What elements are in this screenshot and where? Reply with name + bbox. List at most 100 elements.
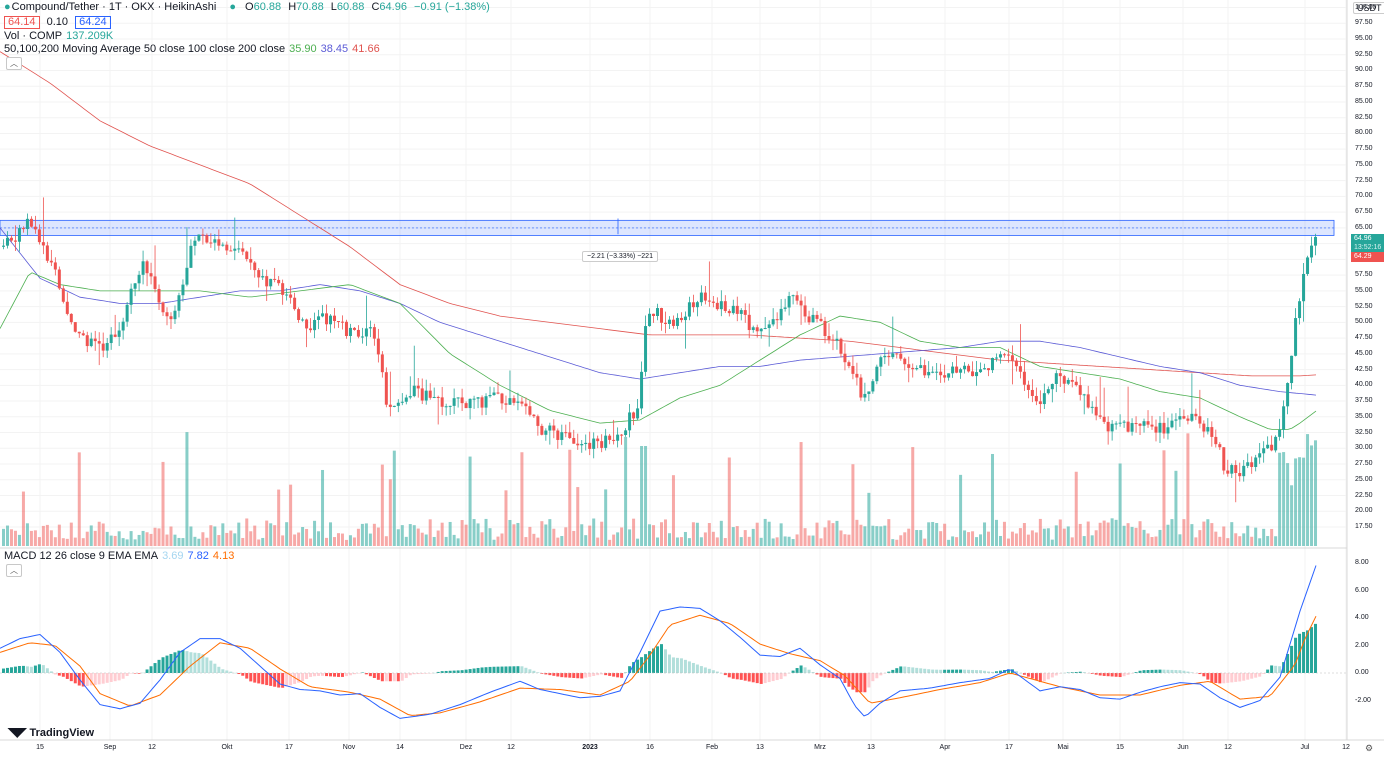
candle — [875, 366, 879, 382]
volume-bar — [879, 526, 883, 546]
macd-histogram-bar — [1274, 665, 1278, 673]
volume-bar — [5, 525, 9, 546]
ask-button[interactable]: 64.24 — [75, 16, 111, 29]
symbol-title[interactable]: Compound/Tether · 1T · OKX · HeikinAshi — [11, 1, 217, 13]
candle — [640, 371, 644, 409]
macd-histogram-bar — [923, 668, 927, 673]
macd-histogram-bar — [137, 673, 141, 674]
macd-histogram-bar — [1118, 673, 1122, 678]
volume-bar — [656, 537, 660, 546]
low-value: 60.88 — [336, 1, 365, 13]
volume-bar — [277, 489, 281, 546]
candle — [396, 402, 400, 406]
volume-bar — [1066, 526, 1070, 546]
macd-histogram-bar — [715, 671, 719, 673]
macd-histogram-bar — [1226, 673, 1230, 683]
volume-bar — [29, 530, 33, 546]
macd-histogram-bar — [149, 666, 153, 673]
legend-volume[interactable]: Vol · COMP 137.209K — [4, 29, 117, 43]
candle — [1070, 379, 1074, 382]
volume-bar — [1306, 434, 1310, 546]
currency-button[interactable]: USDT — [1353, 2, 1384, 14]
legend-ma[interactable]: 50,100,200 Moving Average 50 close 100 c… — [4, 42, 384, 56]
macd-histogram-bar — [317, 673, 321, 676]
candle — [213, 239, 217, 243]
candle — [699, 292, 703, 303]
volume-bar — [484, 518, 488, 546]
macd-histogram-bar — [241, 673, 245, 676]
legend-macd[interactable]: MACD 12 26 close 9 EMA EMA 3.69 7.82 4.13 — [4, 549, 238, 563]
collapse-legend-button[interactable]: ︿ — [6, 57, 22, 70]
settings-icon[interactable]: ⚙ — [1365, 743, 1374, 753]
macd-histogram-bar — [1094, 673, 1098, 675]
macd-histogram-bar — [408, 673, 412, 676]
candle — [404, 397, 408, 402]
macd-histogram-bar — [620, 673, 624, 678]
candle — [412, 385, 416, 397]
macd-histogram-bar — [608, 673, 612, 676]
candle — [679, 317, 683, 321]
volume-bar — [193, 536, 197, 546]
candle — [229, 250, 233, 252]
macd-histogram-bar — [105, 673, 109, 683]
macd-histogram-bar — [161, 657, 165, 673]
volume-bar — [396, 529, 400, 546]
candle — [923, 365, 927, 376]
macd-histogram-bar — [1138, 670, 1142, 673]
volume-bar — [875, 526, 879, 546]
volume-bar — [428, 519, 432, 546]
macd-histogram-bar — [564, 673, 568, 678]
macd-histogram-bar — [644, 654, 648, 673]
macd-histogram-bar — [839, 673, 843, 679]
volume-bar — [65, 538, 69, 546]
candle — [675, 317, 679, 326]
macd-histogram-bar — [759, 673, 763, 684]
candle — [1154, 426, 1158, 433]
volume-bar — [783, 536, 787, 546]
volume-bar — [301, 527, 305, 546]
candle — [1222, 447, 1226, 471]
candle — [209, 242, 213, 244]
candle — [440, 397, 444, 407]
macd-histogram-bar — [13, 666, 17, 673]
macd-histogram-bar — [663, 649, 667, 673]
collapse-macd-button[interactable]: ︿ — [6, 564, 22, 577]
time-tick: Mai — [1057, 744, 1069, 751]
candle — [1030, 389, 1034, 396]
bid-price-tag: 64.29 — [1351, 252, 1384, 262]
candle — [1026, 384, 1030, 390]
volume-bar — [723, 538, 727, 546]
macd-histogram-bar — [632, 662, 636, 673]
volume-bar — [125, 539, 129, 546]
macd-histogram-bar — [536, 672, 540, 673]
macd-histogram-bar — [799, 665, 803, 673]
moving-averages — [0, 51, 1317, 430]
candle — [763, 328, 767, 330]
macd-histogram-bar — [1310, 627, 1314, 673]
candle — [915, 368, 919, 370]
candle — [644, 326, 648, 372]
volume-bar — [1218, 536, 1222, 546]
tradingview-logo[interactable]: ◥◤ TradingView — [8, 725, 94, 739]
macd-histogram-bar — [153, 663, 157, 673]
volume-bar — [524, 537, 528, 546]
macd-histogram-bar — [855, 673, 859, 693]
volume-bar — [923, 538, 927, 546]
volume-bar — [444, 536, 448, 546]
candle — [624, 430, 628, 436]
candle — [217, 239, 221, 246]
macd-histogram-bar — [512, 666, 516, 673]
macd-histogram-bar — [1126, 673, 1130, 675]
time-tick: Mrz — [814, 744, 826, 751]
bid-button[interactable]: 64.14 — [4, 16, 40, 29]
macd-histogram-bar — [69, 673, 73, 682]
volume-bar — [1094, 530, 1098, 546]
volume-bar — [93, 530, 97, 546]
volume-bar — [1298, 457, 1302, 546]
candle — [1230, 465, 1234, 474]
time-tick: 15 — [36, 744, 44, 751]
volume-bar — [1054, 525, 1058, 546]
macd-histogram-bar — [707, 668, 711, 673]
macd-histogram-bar — [121, 673, 125, 679]
